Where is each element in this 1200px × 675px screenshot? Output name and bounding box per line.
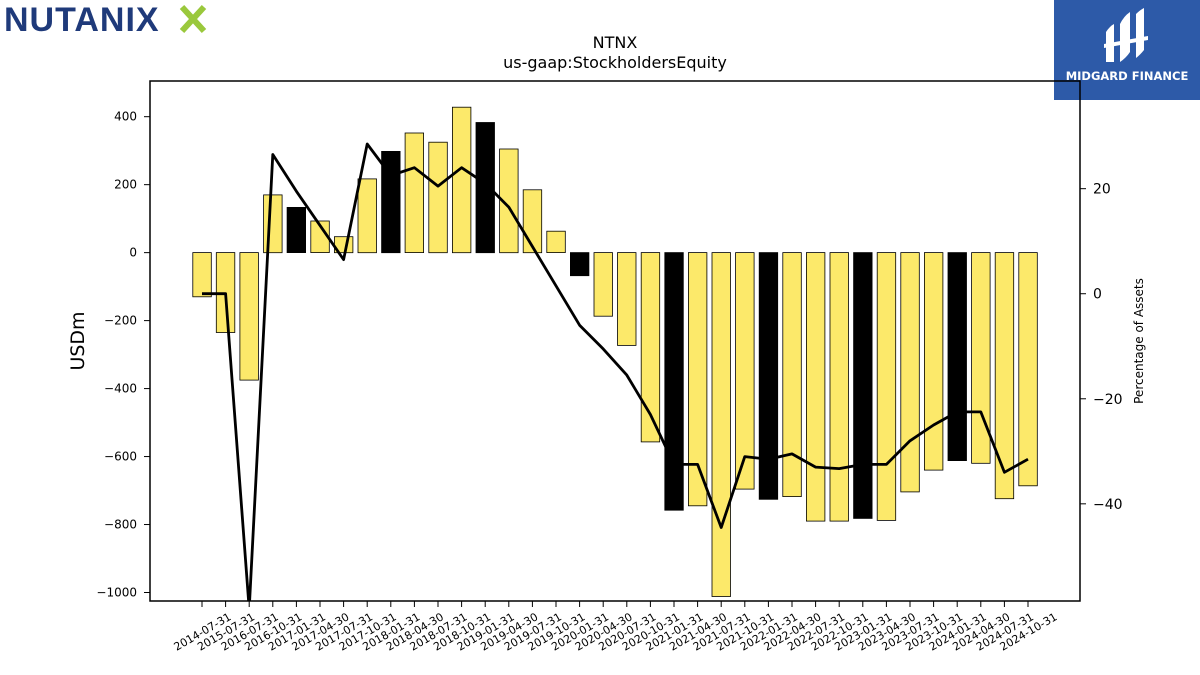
y2-tick-label: −40 bbox=[1093, 497, 1123, 513]
bar bbox=[451, 106, 472, 254]
y2-tick-label: −20 bbox=[1093, 392, 1123, 408]
line-series bbox=[202, 142, 1029, 601]
bar bbox=[263, 194, 283, 254]
y-tick-label: −1000 bbox=[96, 586, 137, 600]
y-axis-left: −1000 −800 −600 −400 −200 0 200 400 bbox=[96, 110, 150, 600]
bar bbox=[428, 141, 448, 254]
bar bbox=[758, 252, 779, 500]
bar bbox=[829, 252, 849, 522]
midgard-emblem-icon: MIDGARD FINANCE bbox=[1066, 8, 1189, 83]
bar bbox=[570, 252, 590, 277]
y-tick-label: −200 bbox=[104, 314, 137, 328]
bar bbox=[546, 230, 566, 253]
bar bbox=[900, 252, 920, 493]
chart-subtitle: us-gaap:StockholdersEquity bbox=[503, 53, 727, 72]
y-axis-right: −40 −20 0 20 bbox=[1080, 182, 1123, 513]
x-axis: 2014-07-312015-07-312016-07-312016-10-31… bbox=[172, 601, 1060, 654]
bar bbox=[286, 206, 307, 253]
bar bbox=[404, 132, 425, 253]
nutanix-logo-text: NUTANIX bbox=[4, 2, 160, 36]
bar bbox=[1018, 252, 1038, 487]
bar bbox=[806, 252, 826, 522]
bar bbox=[994, 252, 1015, 500]
y2-tick-label: 20 bbox=[1093, 182, 1111, 198]
bar bbox=[522, 189, 543, 254]
bar-series bbox=[192, 106, 1038, 597]
bar bbox=[640, 252, 661, 443]
bar bbox=[475, 122, 495, 254]
bar bbox=[876, 252, 897, 521]
y2-axis-label: Percentage of Assets bbox=[1132, 278, 1146, 404]
y-tick-label: 0 bbox=[129, 246, 137, 260]
bar bbox=[688, 252, 708, 507]
y-tick-label: 200 bbox=[114, 178, 137, 192]
y2-tick-label: 0 bbox=[1093, 287, 1102, 303]
y-tick-label: −800 bbox=[104, 518, 137, 532]
bar bbox=[499, 148, 519, 254]
bar bbox=[192, 252, 212, 298]
bar bbox=[947, 252, 967, 462]
y-tick-label: −400 bbox=[104, 382, 137, 396]
bar bbox=[357, 178, 377, 254]
y-tick-label: −600 bbox=[104, 450, 137, 464]
line-path bbox=[202, 142, 1029, 601]
bar bbox=[782, 252, 802, 498]
bar bbox=[664, 252, 684, 511]
bar bbox=[924, 252, 944, 471]
bar bbox=[381, 150, 401, 254]
bar bbox=[711, 252, 731, 597]
bar bbox=[617, 252, 637, 346]
bar bbox=[853, 252, 873, 519]
y-axis-label: USDm bbox=[67, 311, 89, 370]
bar bbox=[239, 252, 259, 381]
nutanix-x-mark bbox=[179, 4, 207, 34]
midgard-logo-text: MIDGARD FINANCE bbox=[1066, 69, 1189, 83]
nutanix-logo: NUTANIX bbox=[4, 2, 207, 36]
y-tick-label: 400 bbox=[114, 110, 137, 124]
plot-frame bbox=[149, 80, 1081, 602]
midgard-finance-logo: MIDGARD FINANCE bbox=[1054, 0, 1200, 100]
chart-title: NTNX bbox=[593, 33, 638, 52]
bar bbox=[593, 252, 613, 317]
bar bbox=[735, 252, 755, 490]
